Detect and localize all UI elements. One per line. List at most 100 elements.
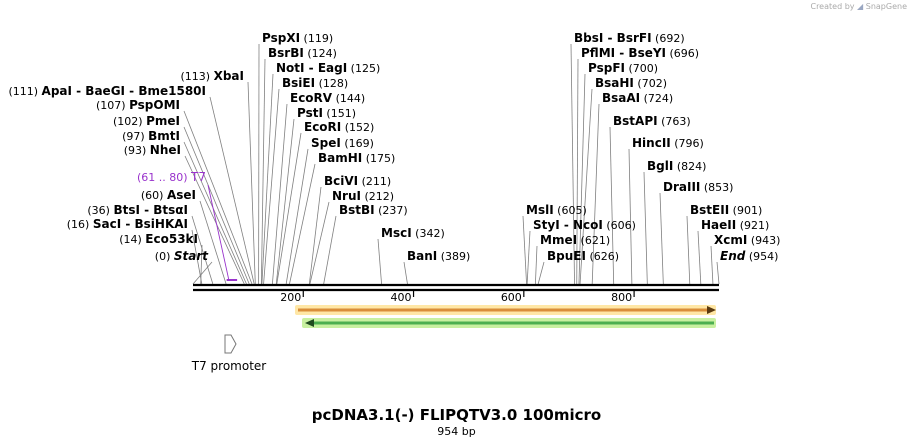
site-ecori: EcoRI (152) (304, 120, 374, 134)
leader-bcivi (308, 186, 322, 285)
site-position: (36) (87, 204, 113, 217)
leader-hincii (628, 148, 633, 285)
site-name: BstBI (339, 203, 375, 217)
site-label: PflMI - BseYI (696) (581, 46, 699, 60)
leader-pflmi-bseyi (576, 58, 579, 285)
site-name: EcoRI (304, 120, 341, 134)
site-haeii: HaeII (921) (701, 218, 769, 232)
site-styi-ncoi: StyI - NcoI (606) (533, 218, 636, 232)
site-name: HincII (632, 136, 671, 150)
leader-bmti (183, 141, 247, 285)
site-pspfi: PspFI (700) (588, 61, 658, 75)
site-name: ApaI - BaeGI - Bme1580I (42, 84, 206, 98)
site-name: BanI (407, 249, 437, 263)
site-saci-bsihkai: (16) SacI - BsiHKAI (67, 217, 188, 231)
reverse-orf-arrow (302, 318, 716, 328)
site-name: PspFI (588, 61, 625, 75)
site-label: EcoRI (152) (304, 120, 374, 134)
leader-ecorv (271, 103, 288, 285)
leader-msci (377, 238, 382, 285)
site-name: SpeI (311, 136, 341, 150)
site-label: PspXI (119) (262, 31, 333, 45)
site-name: MslI (526, 203, 554, 217)
forward-orf-arrow (295, 305, 716, 315)
site-name: MscI (381, 226, 412, 240)
site-name: BciVI (324, 174, 358, 188)
site-apai-baegi-bme1580i: (111) ApaI - BaeGI - Bme1580I (8, 84, 206, 98)
leader-pspomi (183, 110, 253, 285)
ruler-tick-label: 600 (501, 291, 522, 304)
site-position: (389) (437, 250, 470, 263)
ruler-tick-label: 800 (611, 291, 632, 304)
t7-feature-label: (61 .. 80) T7 (137, 170, 206, 184)
leader-bbsi-bsrfi (570, 43, 575, 285)
site-bsrbi: BsrBI (124) (268, 46, 337, 60)
leader-pmei (183, 126, 250, 285)
site-position: (175) (362, 152, 395, 165)
ruler-tick-label: 200 (280, 291, 301, 304)
site-nhei: (93) NheI (124, 143, 181, 157)
site-name: BsaHI (595, 76, 634, 90)
leader-bsahi (579, 88, 593, 285)
site-position: (901) (729, 204, 762, 217)
site-pspomi: (107) PspOMI (96, 98, 180, 112)
ruler-tick-label: 400 (391, 291, 412, 304)
site-position: (700) (625, 62, 658, 75)
site-label: HaeII (921) (701, 218, 769, 232)
leader-bpuei (537, 261, 545, 285)
site-name: Start (174, 249, 209, 263)
site-bsiei: BsiEI (128) (282, 76, 348, 90)
map-title: pcDNA3.1(-) FLIPQTV3.0 100micro (311, 406, 602, 424)
leader-bamhi (289, 163, 316, 285)
sequence-length: 954 bp (437, 425, 476, 438)
site-name: StyI - NcoI (533, 218, 603, 232)
site-name: End (720, 249, 746, 263)
site-pflmi-bseyi: PflMI - BseYI (696) (581, 46, 699, 60)
site-name: BstEII (690, 203, 729, 217)
site-bpuei: BpuEI (626) (547, 249, 619, 263)
site-msci: MscI (342) (381, 226, 445, 240)
site-name: BsrBI (268, 46, 304, 60)
site-label: MscI (342) (381, 226, 445, 240)
site-position: (606) (603, 219, 636, 232)
site-label: BanI (389) (407, 249, 470, 263)
site-label: (14) Eco53kI (119, 232, 198, 246)
orf-arrows (295, 305, 716, 328)
site-label: BstAPI (763) (613, 114, 691, 128)
leader-lines (183, 43, 720, 285)
leader-xbai (247, 81, 256, 285)
leader-bsteii (686, 215, 691, 285)
site-hincii: HincII (796) (632, 136, 704, 150)
credit-text: Created by ◢ SnapGene (810, 2, 907, 11)
leader-spei (285, 148, 309, 285)
leader-bsaai (591, 103, 600, 285)
site-position: (702) (634, 77, 667, 90)
site-position: (763) (658, 115, 691, 128)
leader-nhei (184, 155, 245, 285)
leader-bsiei (263, 88, 280, 285)
site-position: (211) (358, 175, 391, 188)
site-label: MmeI (621) (540, 233, 610, 247)
leader-pspfi (578, 73, 586, 285)
t7-leader (207, 184, 230, 280)
site-position: (605) (554, 204, 587, 217)
site-bsteii: BstEII (901) (690, 203, 762, 217)
site-position: (696) (666, 47, 699, 60)
site-label: NotI - EagI (125) (276, 61, 380, 75)
site-position: (93) (124, 144, 150, 157)
site-name: PstI (297, 106, 323, 120)
site-position: (237) (375, 204, 408, 217)
site-name: BmtI (148, 129, 180, 143)
site-label: (16) SacI - BsiHKAI (67, 217, 188, 231)
site-position: (125) (347, 62, 380, 75)
site-position: (102) (113, 115, 146, 128)
snapgene-logo-icon: ◢ (857, 2, 864, 11)
leader-draiii (659, 192, 664, 285)
leader-bgli (643, 171, 648, 285)
site-position: (152) (341, 121, 374, 134)
site-name: NruI (332, 189, 361, 203)
reverse-arrow-head (305, 319, 314, 327)
t7-range: (61 .. 80) (137, 171, 191, 184)
site-position: (107) (96, 99, 129, 112)
